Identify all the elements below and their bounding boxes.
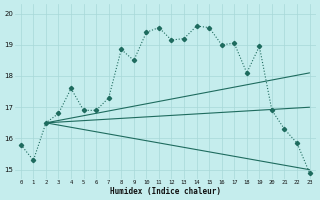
X-axis label: Humidex (Indice chaleur): Humidex (Indice chaleur) <box>110 187 221 196</box>
